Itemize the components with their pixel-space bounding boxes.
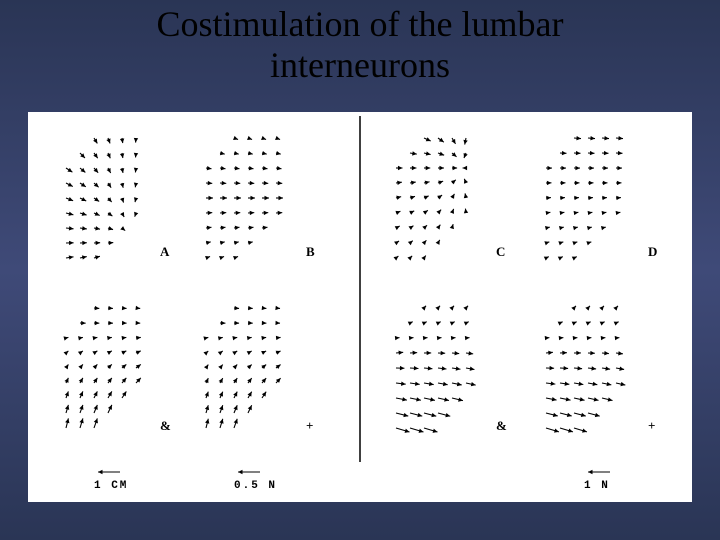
- title-line-2: interneurons: [270, 45, 450, 85]
- vector-panel-B: B: [205, 136, 315, 260]
- vector-panel-D: D: [544, 136, 658, 261]
- title-line-1: Costimulation of the lumbar: [157, 4, 564, 44]
- svg-text:A: A: [160, 244, 170, 259]
- svg-text:1 N: 1 N: [584, 480, 610, 492]
- vector-panel-AB_and: &: [64, 306, 171, 433]
- svg-text:0.5 N: 0.5 N: [234, 480, 277, 492]
- figure-container: A B C D & + & +1 CM 0.5 N 1 N: [28, 112, 692, 502]
- svg-text:C: C: [496, 244, 505, 259]
- svg-text:+: +: [306, 418, 313, 433]
- slide-title: Costimulation of the lumbar interneurons: [0, 4, 720, 87]
- vector-field-figure: A B C D & + & +1 CM 0.5 N 1 N: [28, 112, 692, 502]
- svg-text:&: &: [496, 418, 507, 433]
- vector-panel-C: C: [394, 137, 506, 260]
- vector-panel-CD_plus: +: [545, 306, 656, 433]
- svg-text:B: B: [306, 244, 315, 259]
- scale-bar: 1 N: [584, 470, 610, 492]
- vector-panel-A: A: [66, 138, 170, 260]
- scale-bar: 0.5 N: [234, 470, 277, 492]
- svg-text:+: +: [648, 418, 655, 433]
- scale-bar: 1 CM: [94, 470, 128, 492]
- vector-panel-AB_plus: +: [203, 306, 313, 433]
- slide: Costimulation of the lumbar interneurons…: [0, 0, 720, 540]
- vector-panel-CD_and: &: [395, 306, 507, 433]
- svg-text:1 CM: 1 CM: [94, 480, 128, 492]
- svg-text:&: &: [160, 418, 171, 433]
- svg-text:D: D: [648, 244, 657, 259]
